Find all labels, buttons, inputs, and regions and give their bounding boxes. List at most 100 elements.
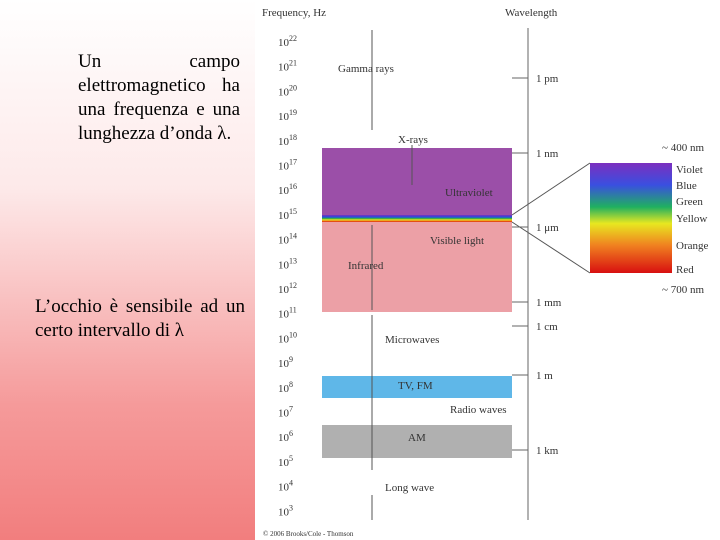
copyright: © 2006 Brooks/Cole - Thomson <box>263 530 354 538</box>
color-label: Green <box>676 196 703 208</box>
frequency-base: 10 <box>278 457 290 469</box>
frequency-base: 10 <box>278 358 290 370</box>
wavelength-label: 1 cm <box>536 321 558 333</box>
paragraph: L’occhio è sensibile ad un certo interva… <box>35 296 245 341</box>
color-label: Violet <box>676 164 703 176</box>
frequency-label: 1013 <box>278 256 297 271</box>
color-label: Orange <box>676 240 708 252</box>
band-label: Gamma rays <box>338 63 394 75</box>
visible-top: ~ 400 nm <box>662 142 704 154</box>
band-label: Infrared <box>348 260 384 272</box>
band-label: Microwaves <box>385 334 439 346</box>
frequency-exp: 20 <box>289 83 297 92</box>
band-label: Ultraviolet <box>445 187 493 199</box>
frequency-label: 1011 <box>278 306 297 321</box>
frequency-base: 10 <box>278 136 290 148</box>
frequency-exp: 9 <box>289 355 293 364</box>
wavelength-label: 1 pm <box>536 73 559 85</box>
band-label: Long wave <box>385 482 434 494</box>
frequency-label: 107 <box>278 405 293 420</box>
frequency-exp: 7 <box>289 405 293 414</box>
frequency-label: 106 <box>278 429 293 444</box>
frequency-exp: 18 <box>289 133 297 142</box>
color-label: Yellow <box>676 213 707 225</box>
frequency-base: 10 <box>278 235 290 247</box>
frequency-label: 1019 <box>278 108 297 123</box>
frequency-exp: 16 <box>289 182 297 191</box>
connector <box>511 162 591 216</box>
frequency-base: 10 <box>278 210 290 222</box>
band-label: AM <box>408 432 426 444</box>
frequency-label: 1020 <box>278 83 297 98</box>
frequency-base: 10 <box>278 333 290 345</box>
frequency-label: 109 <box>278 355 293 370</box>
frequency-label: 1017 <box>278 158 297 173</box>
band-label: X-rays <box>398 134 428 146</box>
frequency-base: 10 <box>278 37 290 49</box>
frequency-base: 10 <box>278 408 290 420</box>
frequency-base: 10 <box>278 309 290 321</box>
frequency-base: 10 <box>278 482 290 494</box>
am-band <box>322 425 512 458</box>
frequency-exp: 6 <box>289 429 293 438</box>
frequency-label: 1015 <box>278 207 297 222</box>
wavelength-label: 1 mm <box>536 297 562 309</box>
paragraph: Un campo elettromagnetico ha una frequen… <box>78 51 240 144</box>
frequency-label: 1022 <box>278 34 297 49</box>
frequency-base: 10 <box>278 506 290 518</box>
frequency-exp: 17 <box>289 158 297 167</box>
frequency-label: 105 <box>278 454 293 469</box>
color-label: Blue <box>676 180 697 192</box>
frequency-exp: 21 <box>289 59 297 68</box>
band-label: TV, FM <box>398 380 433 392</box>
frequency-exp: 10 <box>289 330 297 339</box>
tvfm-band <box>322 376 512 398</box>
frequency-label: 1021 <box>278 59 297 74</box>
frequency-exp: 4 <box>289 479 293 488</box>
band-label: Visible light <box>430 235 484 247</box>
visible-band <box>322 215 512 222</box>
frequency-exp: 8 <box>289 380 293 389</box>
frequency-exp: 3 <box>289 503 293 512</box>
uv-band <box>322 148 512 215</box>
frequency-base: 10 <box>278 185 290 197</box>
frequency-label: 1012 <box>278 281 297 296</box>
header: Frequency, Hz <box>262 7 326 19</box>
wavelength-label: 1 m <box>536 370 553 382</box>
frequency-label: 108 <box>278 380 293 395</box>
frequency-base: 10 <box>278 111 290 123</box>
header: Wavelength <box>505 7 558 19</box>
frequency-base: 10 <box>278 383 290 395</box>
spectrum <box>590 163 672 273</box>
connector <box>511 221 591 274</box>
wavelength-label: 1 μm <box>536 222 559 234</box>
frequency-label: 104 <box>278 479 293 494</box>
visible-bottom: ~ 700 nm <box>662 284 704 296</box>
frequency-base: 10 <box>278 259 290 271</box>
frequency-exp: 22 <box>289 34 297 43</box>
ir-band <box>322 222 512 312</box>
wavelength-label: 1 nm <box>536 148 559 160</box>
frequency-base: 10 <box>278 432 290 444</box>
frequency-exp: 13 <box>289 256 297 265</box>
frequency-label: 103 <box>278 503 293 518</box>
frequency-base: 10 <box>278 62 290 74</box>
frequency-exp: 19 <box>289 108 297 117</box>
frequency-base: 10 <box>278 86 290 98</box>
band-label: Radio waves <box>450 404 507 416</box>
frequency-label: 1010 <box>278 330 297 345</box>
frequency-exp: 11 <box>289 306 297 315</box>
color-label: Red <box>676 264 694 276</box>
frequency-exp: 14 <box>289 232 297 241</box>
frequency-label: 1016 <box>278 182 297 197</box>
frequency-exp: 12 <box>289 281 297 290</box>
wavelength-label: 1 km <box>536 445 559 457</box>
frequency-exp: 5 <box>289 454 293 463</box>
frequency-label: 1014 <box>278 232 297 247</box>
frequency-base: 10 <box>278 161 290 173</box>
frequency-base: 10 <box>278 284 290 296</box>
frequency-label: 1018 <box>278 133 297 148</box>
frequency-exp: 15 <box>289 207 297 216</box>
